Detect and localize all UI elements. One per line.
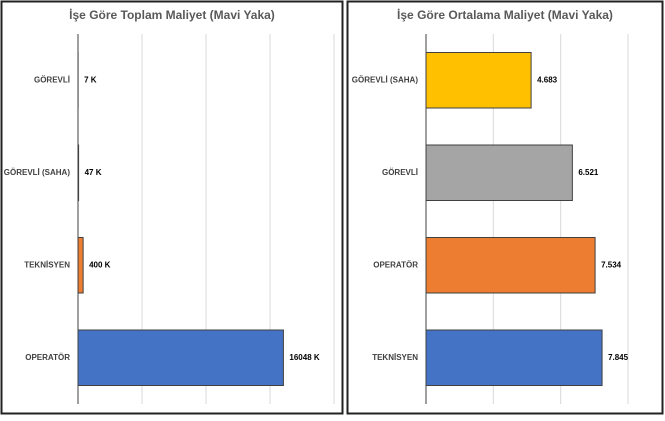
bar <box>78 330 283 386</box>
y-tick-label: OPERATÖR <box>373 260 418 269</box>
bar <box>426 330 602 386</box>
bar <box>426 145 572 201</box>
value-label: 4.683 <box>537 75 558 84</box>
y-tick-label: GÖREVLİ (SAHA) <box>4 168 71 177</box>
bar <box>426 238 595 294</box>
bar <box>426 53 531 109</box>
y-tick-label: GÖREVLİ <box>34 75 70 84</box>
value-label: 7 K <box>84 75 97 84</box>
value-label: 47 K <box>85 168 102 177</box>
value-label: 7.845 <box>608 353 629 362</box>
y-tick-label: GÖREVLİ <box>382 168 418 177</box>
value-label: 16048 K <box>289 353 319 362</box>
y-tick-label: GÖREVLİ (SAHA) <box>352 75 419 84</box>
value-label: 400 K <box>89 260 111 269</box>
bar <box>78 238 83 294</box>
y-tick-label: TEKNİSYEN <box>372 353 418 362</box>
chart-title: İşe Göre Ortalama Maliyet (Mavi Yaka) <box>397 7 613 22</box>
y-tick-label: TEKNİSYEN <box>24 260 70 269</box>
value-label: 6.521 <box>578 168 599 177</box>
chart-title: İşe Göre Toplam Maliyet (Mavi Yaka) <box>69 7 275 22</box>
y-tick-label: OPERATÖR <box>25 353 70 362</box>
value-label: 7.534 <box>601 260 622 269</box>
